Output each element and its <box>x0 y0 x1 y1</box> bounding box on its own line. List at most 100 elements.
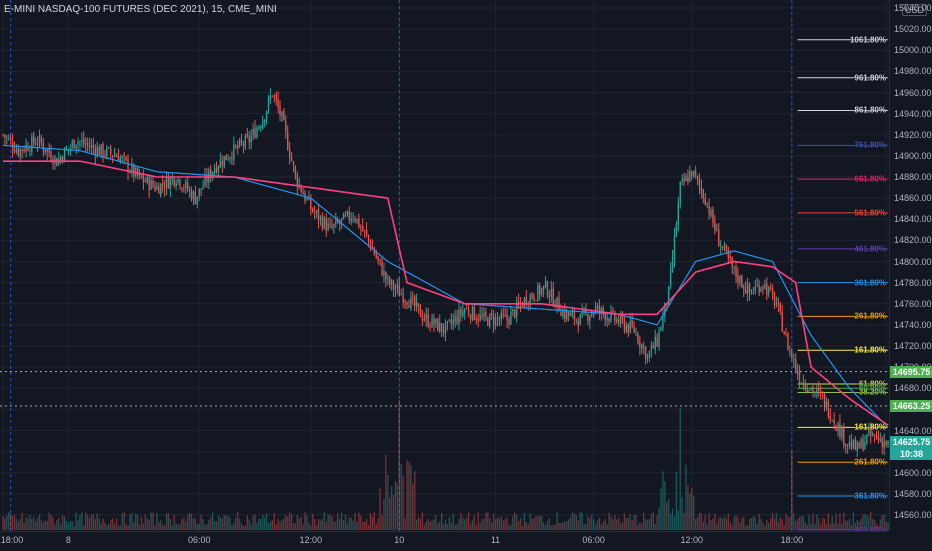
volume-bar <box>58 517 60 530</box>
candle-body <box>17 148 20 156</box>
candle-body <box>650 345 653 351</box>
candle-body <box>446 320 449 324</box>
candle-body <box>310 198 312 210</box>
volume-bar <box>427 518 429 530</box>
candle-body <box>19 148 21 157</box>
volume-bar <box>23 522 25 530</box>
candle-body <box>317 209 320 221</box>
price-axis[interactable]: USD 15040.00 15020.00 15000.00 14980.00 1496… <box>889 0 932 530</box>
candle-body <box>86 142 89 145</box>
candle-body <box>423 319 426 320</box>
volume-bar <box>50 514 52 530</box>
candle-body <box>204 175 206 186</box>
volume-bar <box>452 513 454 530</box>
volume-bar <box>423 525 426 530</box>
candle-body <box>248 135 250 143</box>
candle-body <box>25 144 27 152</box>
volume-bar <box>527 524 529 530</box>
volume-bar <box>733 517 735 530</box>
candle-body <box>714 221 716 231</box>
candle-body <box>748 283 751 294</box>
volume-bar <box>827 513 830 530</box>
volume-bar <box>4 518 6 530</box>
candle-body <box>627 324 629 333</box>
candle-body <box>512 308 514 312</box>
volume-bar <box>294 523 297 530</box>
candle-body <box>862 439 864 450</box>
candle-body <box>439 322 441 332</box>
volume-bar <box>375 523 377 530</box>
candle-body <box>452 319 454 325</box>
volume-bar <box>693 495 695 530</box>
volume-bar <box>34 520 37 530</box>
candle-body <box>392 281 395 290</box>
volume-bar <box>192 518 195 530</box>
volume-bar <box>469 523 472 530</box>
price-tick-label: 14900.00 <box>894 150 932 161</box>
fib-level-label: 461.80% <box>854 525 886 535</box>
candle-body <box>725 246 728 251</box>
volume-bar <box>161 524 164 530</box>
currency-label[interactable]: USD <box>901 4 927 16</box>
volume-bar <box>816 514 818 530</box>
candle-body <box>339 223 341 224</box>
fib-level-label: 50.00% <box>858 383 886 393</box>
volume-bar <box>771 513 774 530</box>
bar-countdown: 10:38 <box>899 449 924 459</box>
volume-bar <box>789 517 791 530</box>
fib-level-label: 361.80% <box>854 278 886 288</box>
volume-bar <box>810 523 812 530</box>
candle-body <box>313 212 316 213</box>
candle-body <box>188 190 191 191</box>
candle-body <box>288 148 291 158</box>
candle-body <box>79 141 81 143</box>
volume-bar <box>652 512 654 530</box>
volume-bar <box>708 513 710 530</box>
volume-bar <box>148 519 150 530</box>
volume-bar <box>354 513 356 530</box>
candle-body <box>541 288 543 295</box>
candle-body <box>835 425 837 431</box>
volume-bar <box>481 518 483 530</box>
candle-body <box>154 185 156 191</box>
candle-body <box>36 143 39 145</box>
volume-bar <box>479 522 481 530</box>
candle-body <box>96 147 98 157</box>
candle-body <box>617 319 620 325</box>
volume-bar <box>306 515 308 530</box>
candle-body <box>652 345 654 349</box>
volume-bar <box>873 520 876 530</box>
candle-body <box>342 213 345 220</box>
volume-bar <box>600 524 603 530</box>
volume-bar <box>839 513 841 530</box>
volume-bar <box>433 519 435 530</box>
volume-bar <box>619 523 622 530</box>
volume-bar <box>339 518 341 530</box>
volume-bar <box>61 515 64 530</box>
candle-body <box>213 168 216 174</box>
volume-bar <box>846 520 849 530</box>
time-axis[interactable]: 18:00 8 06:00 12:00 10 11 06:00 12:00 18:00 <box>0 531 889 551</box>
candle-body <box>100 144 102 155</box>
candle-body <box>560 311 562 316</box>
volume-bar <box>483 518 485 530</box>
candle-body <box>52 161 54 164</box>
volume-bar <box>879 519 882 530</box>
volume-bar <box>887 522 889 530</box>
volume-bar <box>67 524 70 530</box>
chart-canvas[interactable] <box>0 0 889 531</box>
volume-bar <box>802 515 805 530</box>
price-tick-label: 14560.00 <box>894 510 932 520</box>
volume-bar <box>410 465 412 530</box>
volume-bar <box>19 518 21 530</box>
price-tick-label: 14820.00 <box>894 235 932 246</box>
volume-bar <box>546 520 549 530</box>
candle-body <box>202 186 204 189</box>
candle-body <box>29 150 31 152</box>
volume-bar <box>298 518 300 530</box>
volume-bar <box>169 518 172 530</box>
volume-bar <box>437 523 439 530</box>
candle-body <box>804 383 806 389</box>
volume-bar <box>831 516 833 530</box>
volume-bar <box>492 514 495 530</box>
